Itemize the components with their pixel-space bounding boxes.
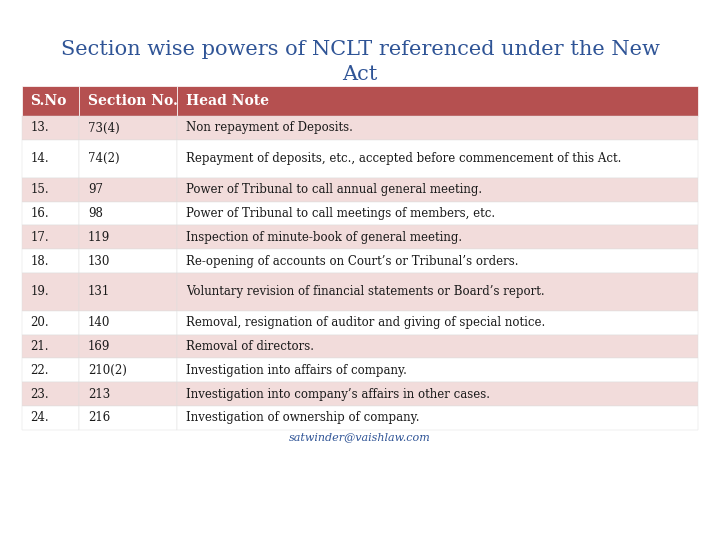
Text: 73(4): 73(4)	[88, 122, 120, 134]
Text: Re-opening of accounts on Court’s or Tribunal’s orders.: Re-opening of accounts on Court’s or Tri…	[186, 254, 518, 267]
Text: S.No: S.No	[30, 94, 67, 108]
Text: Section No.: Section No.	[88, 94, 178, 108]
Text: 119: 119	[88, 231, 110, 244]
Text: 13.: 13.	[30, 122, 49, 134]
Text: 210(2): 210(2)	[88, 364, 127, 377]
Text: 14.: 14.	[30, 152, 49, 165]
Text: 130: 130	[88, 254, 110, 267]
Text: Investigation into company’s affairs in other cases.: Investigation into company’s affairs in …	[186, 388, 490, 401]
Text: Power of Tribunal to call annual general meeting.: Power of Tribunal to call annual general…	[186, 183, 482, 196]
Text: 24.: 24.	[30, 411, 49, 424]
Text: 131: 131	[88, 286, 110, 299]
Text: satwinder@vaishlaw.com: satwinder@vaishlaw.com	[289, 433, 431, 442]
Text: Repayment of deposits, etc., accepted before commencement of this Act.: Repayment of deposits, etc., accepted be…	[186, 152, 621, 165]
Text: Investigation into affairs of company.: Investigation into affairs of company.	[186, 364, 407, 377]
Text: Inspection of minute-book of general meeting.: Inspection of minute-book of general mee…	[186, 231, 462, 244]
Text: 17.: 17.	[30, 231, 49, 244]
Text: 18.: 18.	[30, 254, 49, 267]
Text: 74(2): 74(2)	[88, 152, 120, 165]
Text: Power of Tribunal to call meetings of members, etc.: Power of Tribunal to call meetings of me…	[186, 207, 495, 220]
Text: 20.: 20.	[30, 316, 49, 329]
Text: Head Note: Head Note	[186, 94, 269, 108]
Text: 98: 98	[88, 207, 103, 220]
Text: Removal of directors.: Removal of directors.	[186, 340, 314, 353]
Text: 216: 216	[88, 411, 110, 424]
Text: 15.: 15.	[30, 183, 49, 196]
Text: 22.: 22.	[30, 364, 49, 377]
Text: Section wise powers of NCLT referenced under the New
Act: Section wise powers of NCLT referenced u…	[60, 40, 660, 84]
Text: 213: 213	[88, 388, 110, 401]
Text: 169: 169	[88, 340, 110, 353]
Text: 140: 140	[88, 316, 110, 329]
Text: 19.: 19.	[30, 286, 49, 299]
Text: Removal, resignation of auditor and giving of special notice.: Removal, resignation of auditor and givi…	[186, 316, 545, 329]
Text: 23.: 23.	[30, 388, 49, 401]
Text: 97: 97	[88, 183, 103, 196]
Text: 16.: 16.	[30, 207, 49, 220]
Text: Non repayment of Deposits.: Non repayment of Deposits.	[186, 122, 353, 134]
Text: Voluntary revision of financial statements or Board’s report.: Voluntary revision of financial statemen…	[186, 286, 544, 299]
Text: Investigation of ownership of company.: Investigation of ownership of company.	[186, 411, 420, 424]
Text: 21.: 21.	[30, 340, 49, 353]
